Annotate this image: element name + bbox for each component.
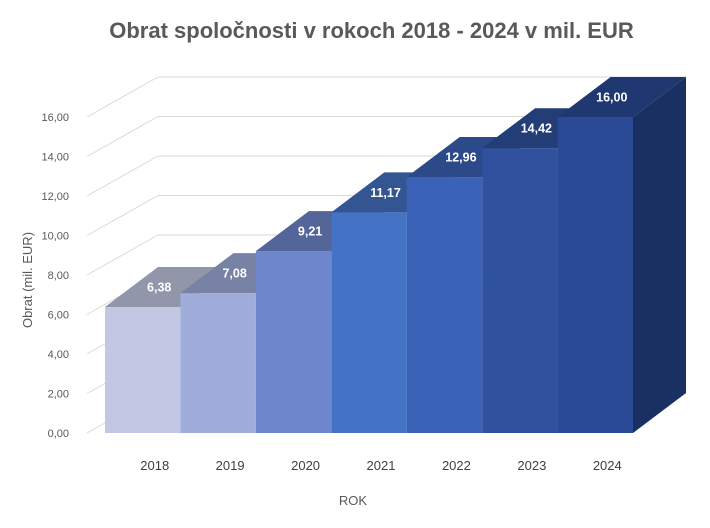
bars — [105, 77, 686, 433]
y-axis-title: Obrat (mil. EUR) — [20, 232, 35, 328]
chart-title: Obrat spoločnosti v rokoch 2018 - 2024 v… — [109, 18, 634, 43]
data-label: 12,96 — [445, 151, 476, 165]
data-label: 9,21 — [298, 225, 322, 239]
bar-front — [557, 117, 633, 433]
x-tick-label: 2021 — [367, 458, 396, 473]
y-tick-label: 10,00 — [41, 231, 69, 243]
data-label: 14,42 — [521, 122, 552, 136]
gridline-diagonal — [86, 195, 159, 236]
data-label: 11,17 — [370, 186, 401, 200]
bar-top — [105, 266, 234, 307]
data-label: 6,38 — [147, 280, 171, 294]
data-label: 7,08 — [222, 267, 246, 281]
bar — [557, 77, 686, 433]
x-tick-label: 2023 — [517, 458, 546, 473]
y-tick-label: 16,00 — [41, 112, 69, 124]
bar-front — [105, 306, 181, 433]
bar-front — [255, 251, 332, 433]
bar-front — [406, 177, 483, 433]
y-tick-label: 14,00 — [41, 152, 69, 164]
gridline-diagonal — [86, 234, 159, 276]
data-label: 16,00 — [596, 91, 627, 105]
bar-front — [482, 148, 558, 433]
y-tick-label: 4,00 — [48, 349, 69, 361]
bar-top — [557, 77, 686, 117]
labels: 6,38 2018 7,08 2019 9,21 2020 11,17 2021 12,96 20… — [140, 91, 627, 474]
x-tick-label: 2020 — [291, 458, 320, 473]
x-tick-label: 2019 — [216, 458, 245, 473]
y-tick-label: 6,00 — [48, 310, 69, 322]
x-tick-label: 2018 — [140, 458, 169, 473]
y-tick-label: 0,00 — [48, 428, 69, 440]
x-axis-title: ROK — [339, 493, 368, 508]
bar — [105, 266, 234, 433]
gridline-diagonal — [86, 116, 159, 157]
gridline-diagonal — [86, 76, 159, 118]
bar-front — [180, 293, 256, 433]
y-tick-label: 12,00 — [41, 191, 69, 203]
y-tick-label: 8,00 — [48, 270, 69, 282]
bar-front — [331, 212, 407, 433]
y-tick-label: 2,00 — [48, 389, 69, 401]
x-tick-label: 2024 — [593, 458, 622, 473]
x-tick-label: 2022 — [442, 458, 471, 473]
gridline-diagonal — [86, 155, 159, 197]
bar-side — [633, 77, 686, 433]
